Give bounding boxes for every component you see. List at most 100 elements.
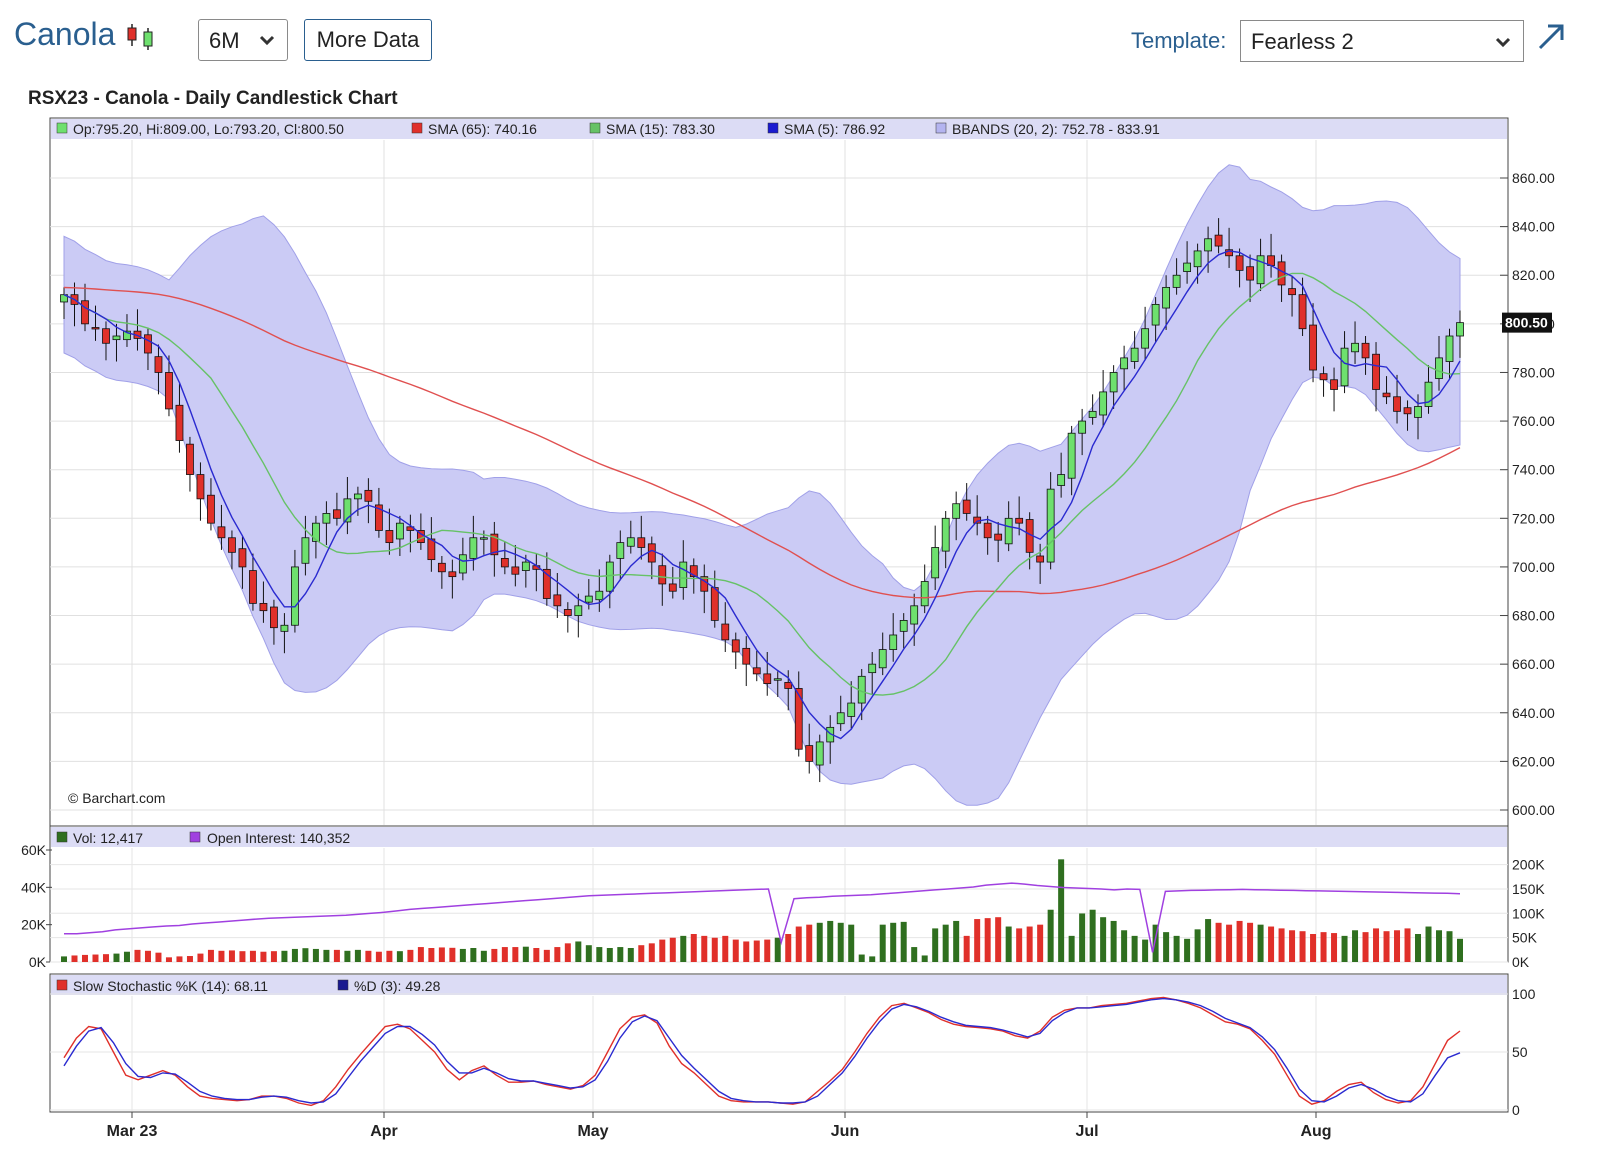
volume-bar [1446,931,1453,962]
volume-bar [1404,928,1411,962]
volume-bar [1394,930,1401,962]
volume-bar [900,921,907,962]
volume-bar [669,937,676,962]
volume-bar [1100,917,1107,962]
candle-down [1372,353,1380,390]
candle-up [847,702,856,717]
y-tick-label: 780.00 [1512,364,1555,380]
volume-bar [270,951,277,962]
volume-bar [501,947,508,962]
volume-bar [816,922,823,962]
period-select[interactable]: 6M [198,19,288,61]
volume-bar [470,948,477,962]
candle-down [427,538,436,561]
candle-up [1130,347,1139,362]
volume-bar [407,949,414,962]
volume-bar [71,955,78,962]
volume-bar [575,941,582,962]
candle-down [563,609,572,616]
volume-bar [806,924,813,962]
volume-bar [1236,920,1243,962]
volume-bar [827,920,834,962]
volume-bar [1247,922,1254,962]
candle-down [196,474,205,500]
volume-bar [995,917,1002,962]
last-price-box [1502,312,1552,333]
candle-up [1109,372,1118,393]
volume-bar [953,920,960,962]
volume-bar [606,948,613,962]
volume-bar [134,949,141,962]
volume-bar [522,946,529,962]
volume-bar [1289,930,1296,962]
candle-up [595,590,604,601]
y-tick-label: 840.00 [1512,219,1555,235]
candle-up [1424,381,1433,407]
candle-up [1004,517,1013,545]
template-label: Template: [1131,28,1227,53]
volume-bar [81,954,88,962]
candle-up [312,522,320,542]
volume-bar [638,945,645,962]
candle-up [1099,391,1108,416]
candle-down [165,372,173,410]
volume-bar [386,950,393,962]
volume-bar [753,940,760,962]
volume-bar [1089,909,1096,962]
candle-down [217,526,226,539]
volume-bar [596,947,603,962]
candle-up [1067,432,1076,479]
candle-down [259,602,268,612]
volume-bar [722,935,729,962]
y-tick-label: 820.00 [1512,267,1555,283]
candle-down [238,548,247,568]
volume-bar [459,948,466,962]
candle-down [983,522,992,539]
volume-bar [785,934,792,962]
candle-up [941,517,950,552]
candle-down [374,504,383,531]
last-price-label: 800.50 [1505,315,1548,331]
legend-stoch-k: Slow Stochastic %K (14): 68.11 [73,978,268,994]
legend-stoch-d: %D (3): 49.28 [354,978,441,994]
candle-up [343,498,352,523]
volume-bar [1152,924,1159,962]
volume-bar [1121,930,1128,962]
volume-bar [1205,919,1212,962]
legend-sma65: SMA (65): 740.16 [428,121,537,137]
y-tick-label: 700.00 [1512,559,1555,575]
candle-up [1256,255,1265,285]
candlestick-icon[interactable] [126,22,156,52]
volume-axis-right: 200K 150K 100K 50K 0K [1512,857,1545,970]
volume-bar [648,943,655,962]
template-select[interactable]: Fearless 2 [1240,20,1524,62]
candles [60,218,1464,783]
candle-up [1445,335,1454,362]
volume-bar [61,956,67,962]
volume-bar [1110,920,1117,962]
stochastic-legend-strip [51,975,1507,995]
candle-up [479,537,488,540]
candle-up [815,741,824,766]
candle-up [1414,406,1422,418]
more-data-button[interactable]: More Data [304,19,432,61]
stochastic-tick-label: 0 [1512,1102,1520,1118]
candle-down [333,509,341,519]
candle-up [521,561,530,571]
volume-bar [974,919,981,962]
y-tick-label: 620.00 [1512,753,1555,769]
candle-down [490,533,499,556]
volume-bar [165,957,172,962]
expand-arrow-icon[interactable] [1536,22,1566,52]
candle-up [679,561,688,588]
volume-bar [354,949,361,962]
volume-bar [1320,932,1327,962]
stochastic-tick-label: 100 [1512,986,1536,1002]
volume-bar [1163,932,1170,962]
candle-down [731,639,740,653]
candle-up [1088,410,1097,418]
candle-down [658,565,667,585]
volume-bar [774,937,781,962]
candle-down [1277,261,1286,286]
candle-up [469,537,478,559]
